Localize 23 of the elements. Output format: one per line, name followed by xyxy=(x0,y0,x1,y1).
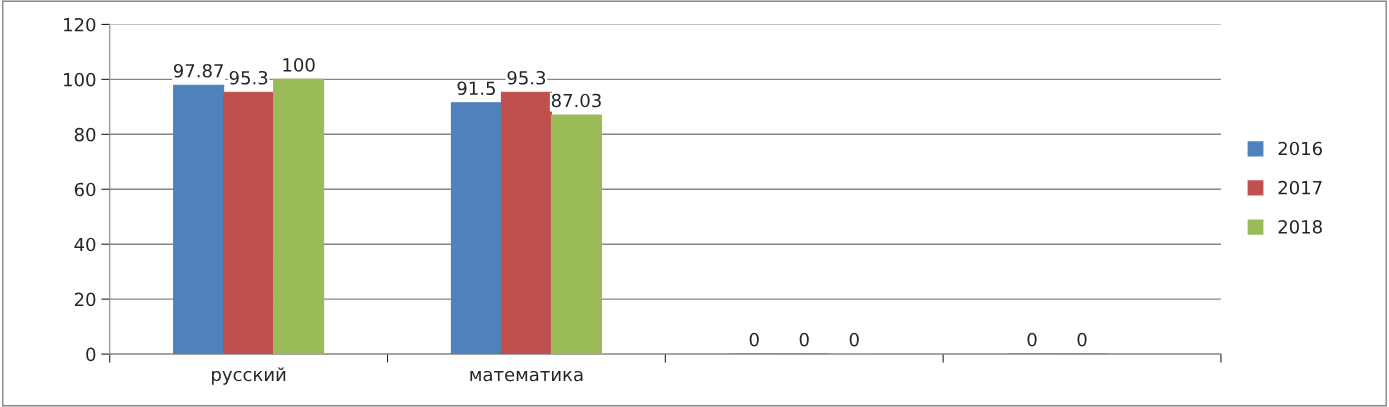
x-tick-label: математика xyxy=(470,370,583,382)
data-label: 0 xyxy=(1077,332,1087,347)
data-label: 95.3 xyxy=(507,70,546,85)
legend-label: 2016 xyxy=(1278,141,1322,156)
data-label: 91.5 xyxy=(457,81,495,96)
legend-label: 2018 xyxy=(1278,219,1322,234)
x-tick-label: русский xyxy=(212,367,286,385)
legend-label: 2017 xyxy=(1278,180,1322,195)
data-label: 87.03 xyxy=(551,93,601,108)
y-tick-label: 0 xyxy=(86,347,96,362)
y-tick-label: 100 xyxy=(64,72,96,87)
data-label: 0 xyxy=(799,332,809,347)
data-label: 0 xyxy=(1027,332,1037,347)
y-tick-label: 120 xyxy=(64,17,96,32)
data-label: 95.3 xyxy=(229,70,268,85)
y-tick-label: 40 xyxy=(74,237,96,252)
data-label: 100 xyxy=(283,58,315,72)
y-tick-label: 80 xyxy=(74,127,96,142)
y-tick-label: 20 xyxy=(74,292,96,307)
data-label: 97.87 xyxy=(173,63,223,78)
data-label: 0 xyxy=(749,332,759,347)
y-tick-label: 60 xyxy=(74,182,96,197)
data-label: 0 xyxy=(849,332,859,347)
